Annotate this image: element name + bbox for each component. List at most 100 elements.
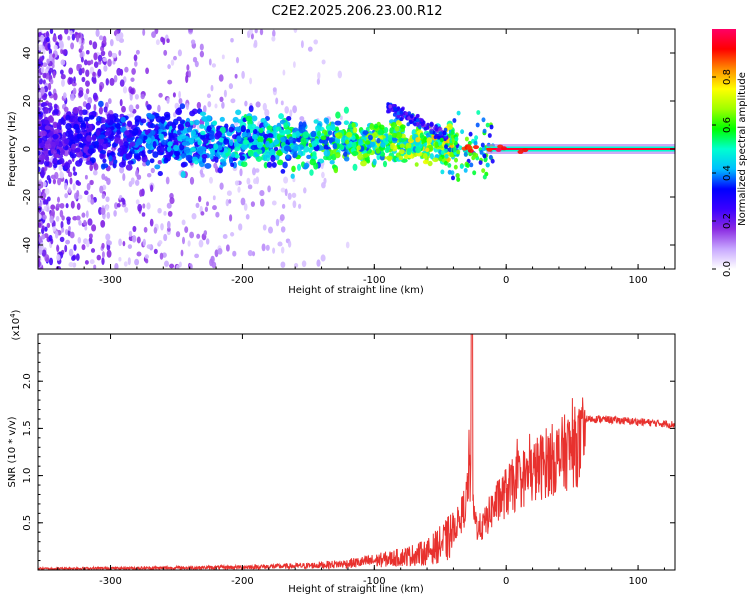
noise-blob	[50, 78, 54, 85]
noise-blob	[90, 198, 95, 205]
spectrogram-y-tick-label: 20	[22, 95, 33, 108]
band-blob	[214, 156, 219, 163]
transition-blob	[439, 137, 444, 143]
noise-blob	[214, 249, 219, 258]
band-blob	[180, 162, 187, 168]
noise-blob	[293, 262, 299, 268]
noise-blob	[287, 240, 292, 248]
carrier-peak	[486, 148, 675, 150]
spectrogram-x-tick-label: -100	[363, 275, 386, 286]
noise-blob	[113, 210, 117, 217]
noise-blob	[251, 167, 257, 176]
noise-blob	[53, 103, 58, 110]
noise-blob	[111, 52, 117, 58]
band-blob	[190, 130, 197, 137]
noise-blob	[93, 163, 99, 171]
band-blob	[427, 160, 433, 167]
band-blob	[56, 122, 62, 128]
band-blob	[320, 135, 327, 141]
noise-blob	[181, 219, 186, 226]
noise-blob	[71, 33, 76, 41]
arc-blob	[434, 127, 439, 132]
snr-frame	[37, 333, 676, 571]
noise-blob	[158, 92, 163, 98]
noise-blob	[321, 171, 325, 179]
band-blob	[377, 129, 385, 135]
noise-blob	[128, 230, 133, 237]
noise-blob	[103, 65, 108, 72]
colorbar-tick-label: 0.0	[722, 261, 733, 277]
noise-blob	[100, 220, 105, 227]
band-blob	[266, 161, 273, 168]
transition-blob	[452, 147, 457, 153]
noise-blob	[321, 59, 326, 65]
noise-blob	[279, 214, 285, 222]
transition-blob	[485, 162, 490, 168]
band-blob	[120, 116, 126, 123]
band-blob	[72, 106, 80, 114]
noise-blob	[65, 203, 69, 209]
noise-blob	[42, 214, 47, 220]
noise-blob	[44, 226, 48, 232]
transition-blob	[482, 128, 487, 134]
band-blob	[345, 139, 350, 145]
transition-blob	[489, 124, 494, 130]
band-blob	[373, 123, 379, 129]
noise-blob	[89, 163, 94, 172]
noise-blob	[100, 207, 106, 216]
band-blob	[351, 151, 359, 156]
band-blob	[109, 114, 115, 121]
snr-y-label: SNR (10 * v/v)	[7, 416, 18, 487]
band-blob	[38, 111, 44, 117]
noise-blob	[189, 231, 195, 239]
band-blob	[310, 130, 317, 138]
band-blob	[166, 146, 172, 153]
band-blob	[76, 133, 83, 139]
noise-blob	[68, 248, 74, 257]
arc-blob	[404, 111, 409, 116]
band-blob	[434, 141, 439, 149]
band-blob	[286, 116, 292, 121]
band-blob	[230, 162, 235, 168]
band-blob	[341, 135, 347, 142]
band-blob	[252, 139, 259, 146]
band-blob	[132, 128, 139, 136]
band-blob	[346, 131, 353, 138]
noise-blob	[264, 109, 270, 117]
transition-blob	[479, 150, 484, 155]
arc-blob	[438, 127, 443, 132]
band-blob	[202, 137, 209, 145]
transition-blob	[450, 129, 455, 135]
noise-blob	[55, 203, 61, 209]
noise-blob	[145, 67, 150, 75]
noise-blob	[189, 176, 195, 185]
band-blob	[308, 147, 313, 154]
noise-blob	[84, 174, 88, 180]
spectrogram-x-tick-label: -300	[99, 275, 122, 286]
noise-blob	[226, 190, 232, 197]
arc-blob	[388, 104, 392, 109]
noise-blob	[40, 87, 46, 95]
noise-blob	[47, 43, 51, 50]
noise-blob	[123, 261, 128, 267]
band-blob	[309, 158, 317, 166]
band-blob	[215, 130, 222, 138]
band-blob	[347, 143, 353, 148]
noise-blob	[167, 210, 173, 217]
band-blob	[146, 137, 152, 145]
noise-blob	[38, 260, 41, 268]
noise-blob	[307, 46, 313, 52]
noise-blob	[44, 188, 50, 195]
band-blob	[41, 101, 48, 107]
band-blob	[59, 157, 65, 165]
band-blob	[49, 130, 54, 137]
band-blob	[358, 138, 363, 145]
band-blob	[152, 151, 159, 158]
noise-blob	[280, 261, 286, 268]
noise-blob	[99, 185, 104, 194]
noise-blob	[59, 202, 65, 209]
noise-blob	[150, 167, 155, 174]
snr-y-tick-label: 0.5	[22, 515, 33, 531]
band-blob	[387, 134, 393, 142]
arc-blob	[392, 106, 397, 111]
